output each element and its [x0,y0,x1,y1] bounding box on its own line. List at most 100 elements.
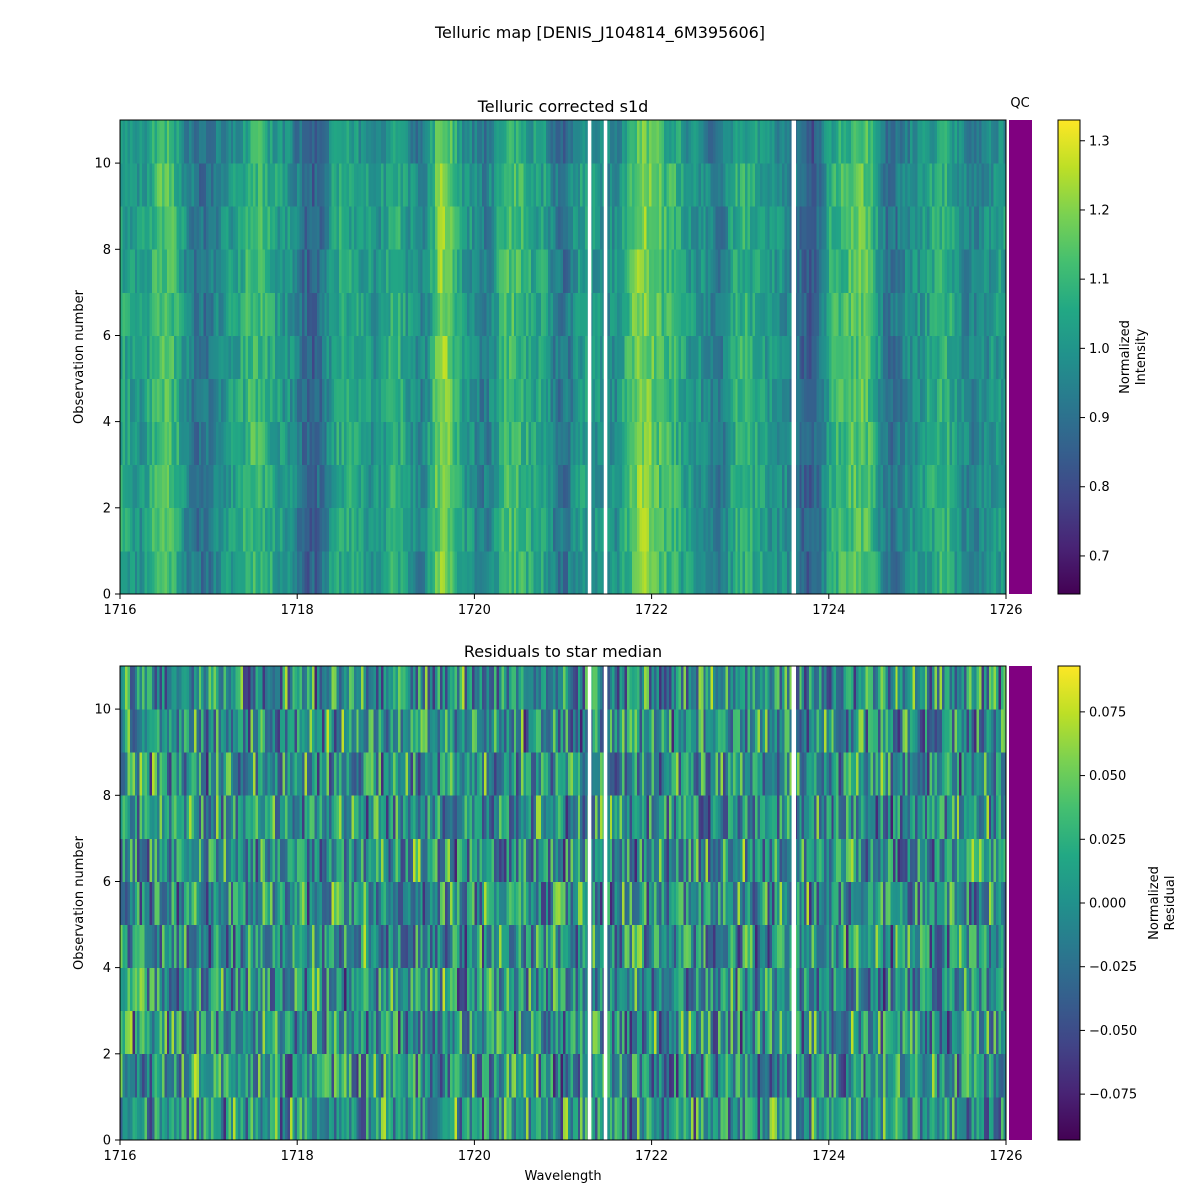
panel-1-cell [304,292,308,336]
panel-1-cell [304,335,308,379]
panel-2-cell [179,1010,182,1055]
panel-1-cell [823,378,827,423]
panel-2-cell [550,1010,554,1055]
panel-1-cell [848,421,852,466]
panel-1-cell [612,507,616,552]
panel-1-cell [479,206,483,250]
panel-1-cell [294,120,298,164]
panel-1-cell [250,464,254,509]
panel-1-cell [548,206,552,250]
panel-1-cell [257,292,261,336]
panel-1-cell [550,292,554,336]
panel-1-cell [147,292,150,336]
panel-1-cell [297,292,301,336]
panel-2-cell [435,1096,438,1141]
panel-1-cell [986,206,990,250]
panel-1-cell [533,249,537,293]
panel-1-cell [292,206,296,250]
panel-1-cell [875,507,879,552]
panel-1-cell [407,292,411,336]
panel-1-cell [538,507,542,552]
panel-1-x-tick-label: 1716 [103,603,136,618]
panel-1-cell [843,464,847,509]
panel-1-cell [302,120,305,164]
panel-1-cell [238,464,241,509]
panel-1-cell [447,335,451,379]
panel-1-cell [553,421,557,466]
panel-2-cell [582,1053,586,1098]
panel-1-cell [853,163,857,207]
panel-2-cell [713,1096,716,1141]
panel-1-cell [939,163,943,207]
panel-1-cell [956,206,960,250]
panel-1-cell [816,249,820,293]
panel-1-cell [710,206,714,250]
panel-1-cell [634,249,638,293]
panel-1-cell [843,507,847,552]
panel-2-cell [297,1010,301,1055]
panel-1-cell [998,163,1002,207]
panel-2-cell [676,1010,680,1055]
panel-2-cell [550,1096,554,1141]
panel-1-cell [341,120,345,164]
panel-1-cell [732,120,736,164]
panel-1-cell [134,550,138,595]
panel-1-cell [959,421,963,466]
panel-1-cell [986,292,990,336]
panel-1-cell [255,120,259,164]
panel-2-cell [843,1096,847,1141]
panel-2-cell [690,1096,694,1141]
colorbar-intensity-label-line-2: Intensity [1134,328,1149,385]
panel-2-cell [949,1053,953,1098]
panel-1-cell [462,378,465,423]
panel-1-cell [974,249,977,293]
panel-1-cell [220,378,224,423]
panel-2-cell [565,1096,569,1141]
panel-1-cell [531,335,534,379]
panel-1-cell [459,550,463,595]
panel-1-cell [395,335,399,379]
panel-1-cell [550,550,554,595]
panel-1-cell [978,421,982,466]
panel-1-cell [277,550,281,595]
panel-1-cell [282,249,286,293]
panel-1-cell [644,507,648,552]
panel-1-cell [444,507,448,552]
panel-1-cell [681,421,684,466]
panel-2-cell [727,1053,731,1098]
panel-1-cell [878,206,881,250]
panel-1-cell [297,335,301,379]
panel-2-cell [747,1096,751,1141]
panel-1-cell [435,421,438,466]
panel-1-cell [403,507,406,552]
panel-1-cell [735,507,739,552]
panel-1-cell [609,249,613,293]
panel-1-cell [988,464,992,509]
panel-residuals: Residuals to star median 1716 1718 1720 … [72,642,1178,1184]
panel-1-cell [491,292,495,336]
panel-1-cell [661,464,665,509]
panel-1-cell [868,550,872,595]
panel-1-cell [506,120,510,164]
panel-1-cell [826,464,830,509]
panel-1-cell [651,507,655,552]
panel-1-cell [531,378,534,423]
panel-2-cell [331,1053,335,1098]
panel-1-cell [523,550,527,595]
panel-1-cell [626,464,630,509]
panel-1-cell [235,464,239,509]
panel-1-cell [459,206,463,250]
panel-1-cell [235,249,239,293]
panel-1-cell [560,292,564,336]
panel-1-cell [289,507,293,552]
panel-2-cell [124,1010,128,1055]
panel-1-cell [516,378,520,423]
panel-1-cell [550,464,554,509]
panel-1-cell [651,163,655,207]
panel-1-cell [996,421,1000,466]
panel-1-cell [513,378,517,423]
panel-1-cell [171,163,175,207]
panel-1-cell [905,421,908,466]
panel-1-cell [334,378,337,423]
panel-1-cell [137,464,141,509]
